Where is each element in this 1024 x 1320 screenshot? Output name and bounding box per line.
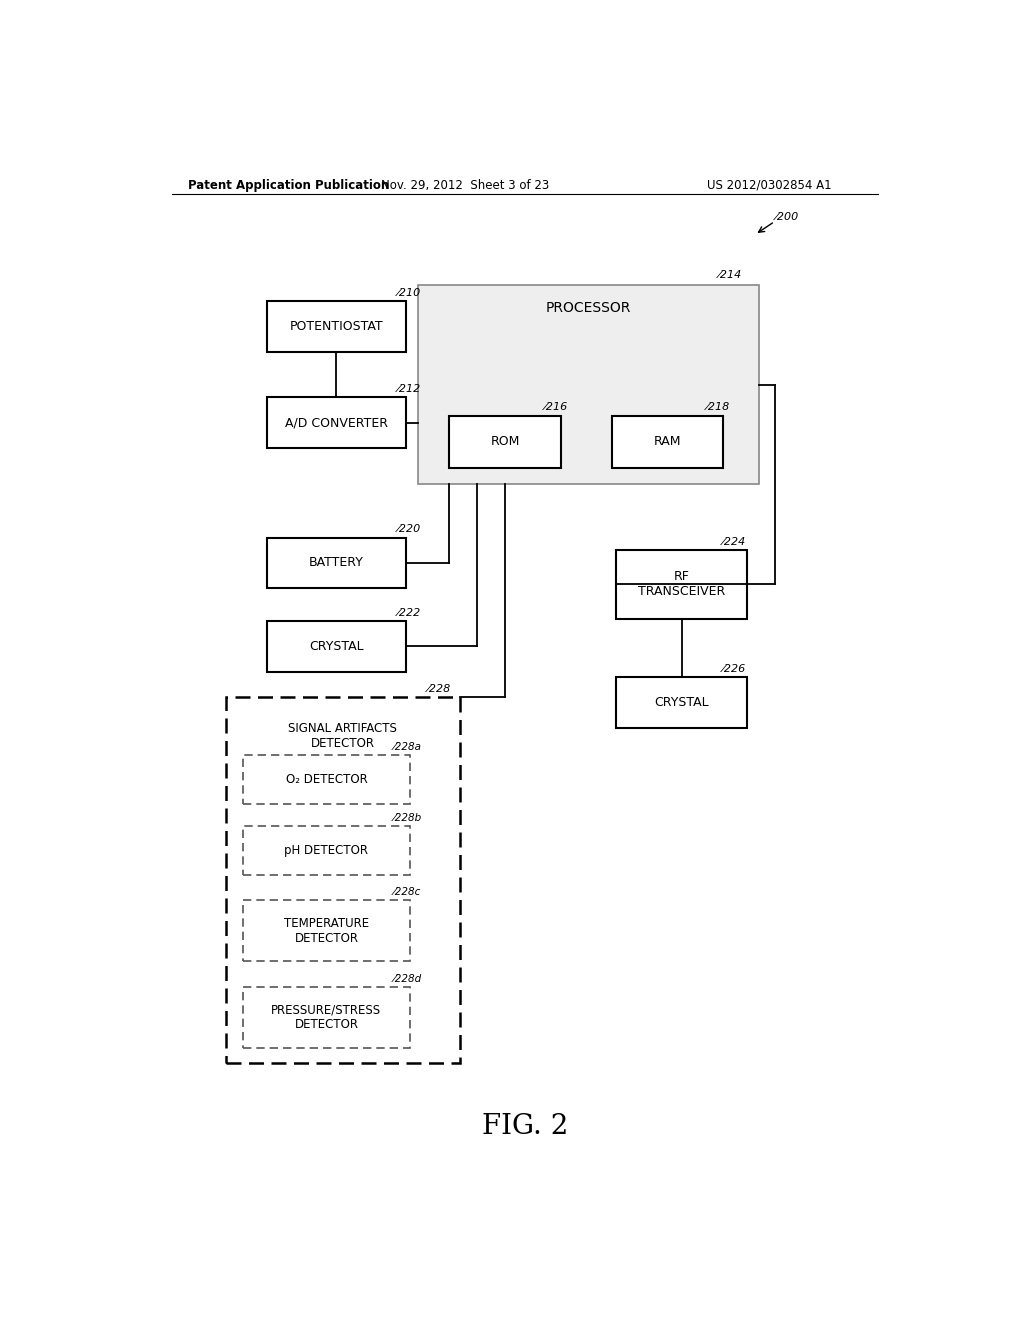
Bar	[243, 826, 410, 875]
Bar	[243, 755, 410, 804]
Bar	[612, 416, 723, 469]
Text: CRYSTAL: CRYSTAL	[309, 640, 364, 653]
Bar	[243, 987, 410, 1048]
Text: CRYSTAL: CRYSTAL	[654, 696, 709, 709]
Text: BATTERY: BATTERY	[309, 557, 364, 569]
Bar	[616, 677, 748, 727]
Text: ⁄228b: ⁄228b	[394, 813, 422, 824]
Text: O₂ DETECTOR: O₂ DETECTOR	[286, 774, 368, 785]
Text: ROM: ROM	[490, 436, 519, 449]
Text: Nov. 29, 2012  Sheet 3 of 23: Nov. 29, 2012 Sheet 3 of 23	[381, 178, 550, 191]
Text: ⁄220: ⁄220	[397, 524, 421, 535]
Text: ⁄212: ⁄212	[397, 384, 421, 395]
Text: ⁄200: ⁄200	[776, 213, 800, 223]
Text: RAM: RAM	[654, 436, 681, 449]
Text: ⁄226: ⁄226	[723, 664, 746, 673]
Text: ⁄210: ⁄210	[397, 288, 421, 297]
Text: ⁄218: ⁄218	[708, 403, 730, 412]
Text: ⁄228: ⁄228	[428, 684, 452, 694]
Bar	[267, 620, 406, 672]
Text: pH DETECTOR: pH DETECTOR	[285, 843, 369, 857]
Bar	[616, 549, 748, 619]
Bar	[450, 416, 560, 469]
Bar	[418, 285, 759, 483]
Bar	[267, 397, 406, 447]
Text: US 2012/0302854 A1: US 2012/0302854 A1	[708, 178, 831, 191]
Text: PRESSURE/STRESS
DETECTOR: PRESSURE/STRESS DETECTOR	[271, 1003, 382, 1031]
Text: PROCESSOR: PROCESSOR	[546, 301, 631, 314]
Text: ⁄228a: ⁄228a	[394, 742, 422, 752]
Text: ⁄222: ⁄222	[397, 607, 421, 618]
Text: A/D CONVERTER: A/D CONVERTER	[285, 416, 388, 429]
Text: FIG. 2: FIG. 2	[481, 1113, 568, 1139]
Text: ⁄228c: ⁄228c	[394, 887, 421, 898]
Text: ⁄216: ⁄216	[545, 403, 568, 412]
Text: ⁄224: ⁄224	[723, 537, 746, 546]
Text: Patent Application Publication: Patent Application Publication	[187, 178, 389, 191]
Text: RF
TRANSCEIVER: RF TRANSCEIVER	[638, 570, 725, 598]
Text: SIGNAL ARTIFACTS
DETECTOR: SIGNAL ARTIFACTS DETECTOR	[288, 722, 397, 750]
Bar	[267, 537, 406, 589]
Text: TEMPERATURE
DETECTOR: TEMPERATURE DETECTOR	[284, 917, 369, 945]
Bar	[267, 301, 406, 351]
Text: ⁄214: ⁄214	[719, 271, 742, 280]
Text: POTENTIOSTAT: POTENTIOSTAT	[290, 319, 383, 333]
Text: ⁄228d: ⁄228d	[394, 974, 422, 983]
Bar	[243, 900, 410, 961]
Bar	[225, 697, 460, 1063]
